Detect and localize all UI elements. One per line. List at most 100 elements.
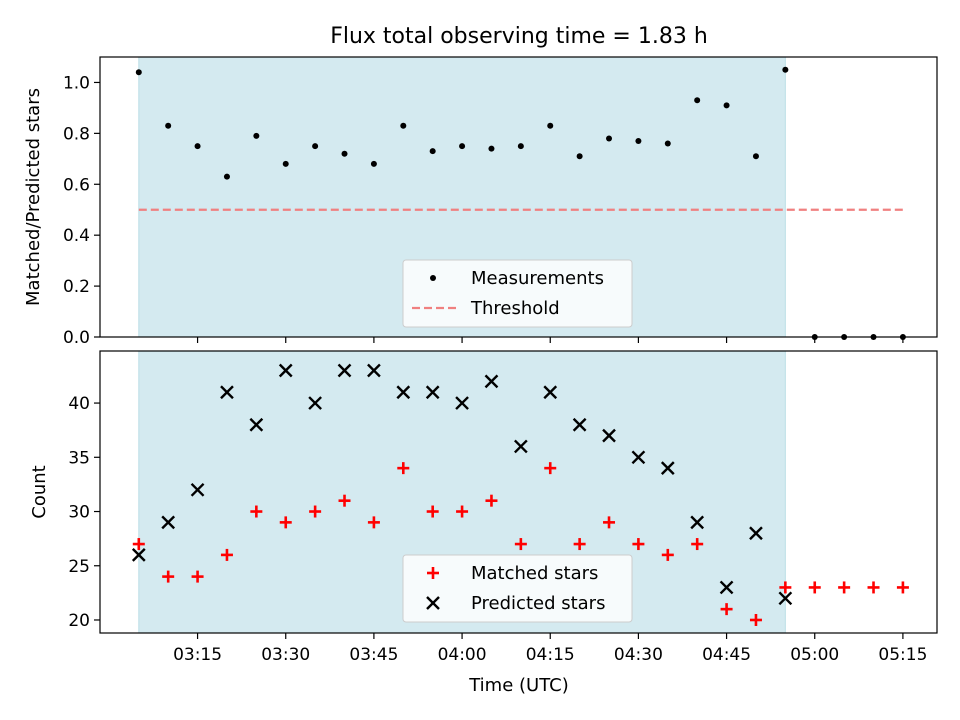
legend-predicted-marker	[426, 596, 440, 610]
x-stroke	[778, 591, 793, 606]
y-tick-label: 0.8	[63, 124, 90, 144]
count-legend: Matched stars Predicted stars	[402, 554, 633, 623]
measurement-point	[723, 102, 730, 109]
measurement-point	[576, 153, 583, 160]
legend-measurements-marker	[430, 275, 436, 281]
chart-title: Flux total observing time = 1.83 h	[330, 24, 708, 49]
x-stroke	[190, 482, 205, 497]
x-stroke	[249, 417, 264, 432]
x-tick-label: 05:15	[878, 645, 927, 665]
x-stroke	[543, 385, 558, 400]
predicted-star-point	[514, 439, 528, 454]
measurement-point	[194, 143, 201, 150]
x-stroke	[631, 450, 646, 465]
matched-star-point	[573, 538, 586, 551]
matched-star-point	[720, 603, 733, 616]
measurement-point	[400, 122, 407, 129]
predicted-star-point	[190, 482, 205, 497]
predicted-star-point	[220, 385, 234, 400]
predicted-star-point	[278, 363, 293, 378]
x-axis-label: Time (UTC)	[468, 675, 569, 696]
predicted-star-point	[161, 515, 176, 530]
x-stroke	[484, 374, 499, 389]
predicted-star-point	[690, 515, 705, 530]
matched-star-point	[191, 570, 204, 583]
legend-matched-label: Matched stars	[471, 563, 598, 584]
predicted-star-point	[396, 385, 411, 400]
measurement-point	[488, 145, 495, 152]
ratio-y-axis-label: Matched/Predicted stars	[23, 88, 44, 306]
measurement-point	[429, 148, 436, 155]
x-stroke	[131, 548, 146, 562]
predicted-star-point	[631, 450, 646, 465]
measurement-point	[517, 143, 524, 150]
measurement-point	[282, 160, 289, 167]
matched-star-point	[397, 462, 410, 475]
x-stroke	[308, 396, 322, 410]
matched-star-point	[426, 505, 439, 518]
measurement-point	[752, 153, 759, 160]
matched-star-point	[691, 538, 704, 551]
x-stroke	[337, 363, 352, 378]
predicted-star-point	[249, 417, 264, 432]
matched-star-point	[661, 548, 674, 561]
x-stroke	[514, 439, 528, 454]
measurement-point	[635, 138, 642, 144]
x-tick-label: 04:45	[702, 645, 751, 665]
x-tick-label: 03:45	[349, 645, 398, 665]
x-stroke	[660, 461, 675, 475]
predicted-star-point	[719, 580, 734, 595]
matched-star-point	[544, 462, 557, 475]
x-stroke	[220, 385, 234, 400]
axes-frame	[99, 56, 938, 338]
y-tick-label: 0.0	[63, 328, 90, 348]
x-tick-label: 04:30	[614, 645, 663, 665]
measurement-point	[694, 97, 701, 104]
x-stroke	[455, 396, 469, 410]
predicted-star-point	[308, 396, 322, 410]
matched-star-point	[456, 505, 469, 518]
y-tick-label: 0.6	[63, 175, 90, 195]
matched-star-point	[485, 494, 498, 507]
matched-star-point	[808, 581, 821, 594]
series-measurements	[135, 66, 906, 340]
matched-star-point	[632, 538, 645, 551]
measurement-point	[370, 160, 377, 167]
measurement-point	[165, 122, 172, 129]
x-tick-label: 03:30	[261, 645, 310, 665]
x-stroke	[278, 363, 293, 378]
x-stroke	[572, 417, 587, 432]
y-tick-label: 35	[68, 448, 90, 468]
matched-star-point	[220, 548, 233, 561]
x-tick-label: 04:15	[526, 645, 575, 665]
legend-measurements-label: Measurements	[471, 268, 604, 289]
predicted-star-point	[749, 526, 763, 541]
matched-star-point	[514, 538, 527, 551]
measurement-point	[782, 66, 789, 73]
predicted-star-point	[602, 428, 616, 443]
measurement-point	[606, 135, 613, 142]
x-stroke	[719, 580, 734, 595]
measurement-point	[253, 132, 260, 139]
matched-star-point	[896, 581, 909, 594]
measurement-point	[664, 140, 671, 147]
matched-star-point	[867, 581, 880, 594]
matched-star-point	[162, 570, 175, 583]
x-tick-label: 05:00	[790, 645, 839, 665]
legend-matched-marker	[427, 567, 439, 579]
measurement-point	[135, 69, 142, 76]
series-predicted-stars	[131, 363, 793, 606]
ratio-legend: Measurements Threshold	[402, 259, 633, 328]
matched-star-point	[309, 505, 322, 518]
x-tick-label: 03:15	[173, 645, 222, 665]
x-stroke	[161, 515, 176, 530]
matched-star-point	[779, 581, 792, 594]
y-tick-label: 0.4	[63, 226, 90, 246]
matched-star-point	[367, 516, 380, 529]
axes-frame	[99, 350, 938, 634]
measurement-point	[223, 173, 230, 180]
x-stroke	[749, 526, 763, 541]
y-tick-label: 30	[68, 503, 90, 523]
predicted-star-point	[337, 363, 352, 378]
